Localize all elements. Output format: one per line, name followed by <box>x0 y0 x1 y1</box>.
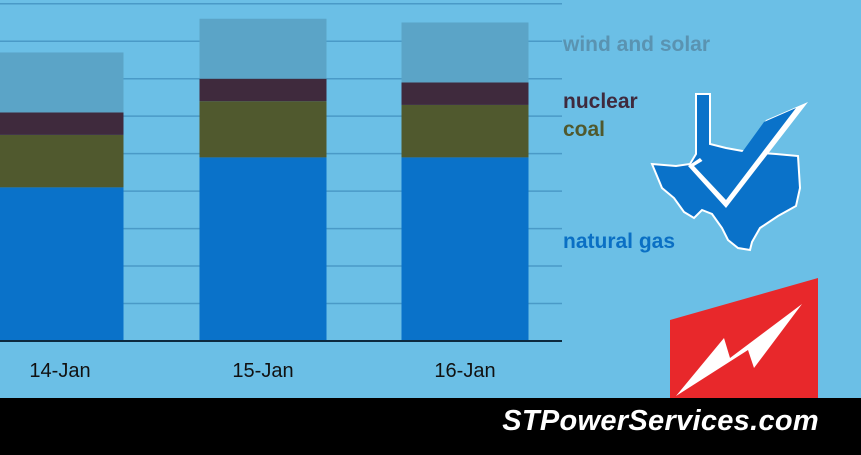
legend-natural-gas: natural gas <box>563 230 676 253</box>
bar-16-jan-wind-and-solar <box>401 22 529 83</box>
bar-16-jan-natural-gas <box>401 157 529 341</box>
legend-nuclear: nuclear <box>563 90 638 113</box>
x-tick-label: 16-Jan <box>434 360 496 382</box>
footer-website: STPowerServices.com <box>502 405 819 437</box>
bar-16-jan-coal <box>401 104 529 158</box>
bar-15-jan-nuclear <box>199 78 327 102</box>
bar-15-jan-wind-and-solar <box>199 18 327 79</box>
texas-checkmark-icon <box>650 93 808 252</box>
bar-14-jan-wind-and-solar <box>0 52 124 113</box>
legend-coal: coal <box>563 118 606 141</box>
lightning-bolt-logo-icon <box>670 278 818 400</box>
bar-14-jan-nuclear <box>0 112 124 135</box>
footer-bar <box>0 398 861 455</box>
bar-15-jan-coal <box>199 101 327 158</box>
bar-14-jan-coal <box>0 134 124 188</box>
legend-wind-and-solar: wind and solar <box>563 33 711 56</box>
bar-14-jan-natural-gas <box>0 187 124 341</box>
x-tick-label: 15-Jan <box>232 360 294 382</box>
x-tick-label: 14-Jan <box>29 360 91 382</box>
bar-15-jan-natural-gas <box>199 157 327 341</box>
bar-16-jan-nuclear <box>401 82 529 105</box>
